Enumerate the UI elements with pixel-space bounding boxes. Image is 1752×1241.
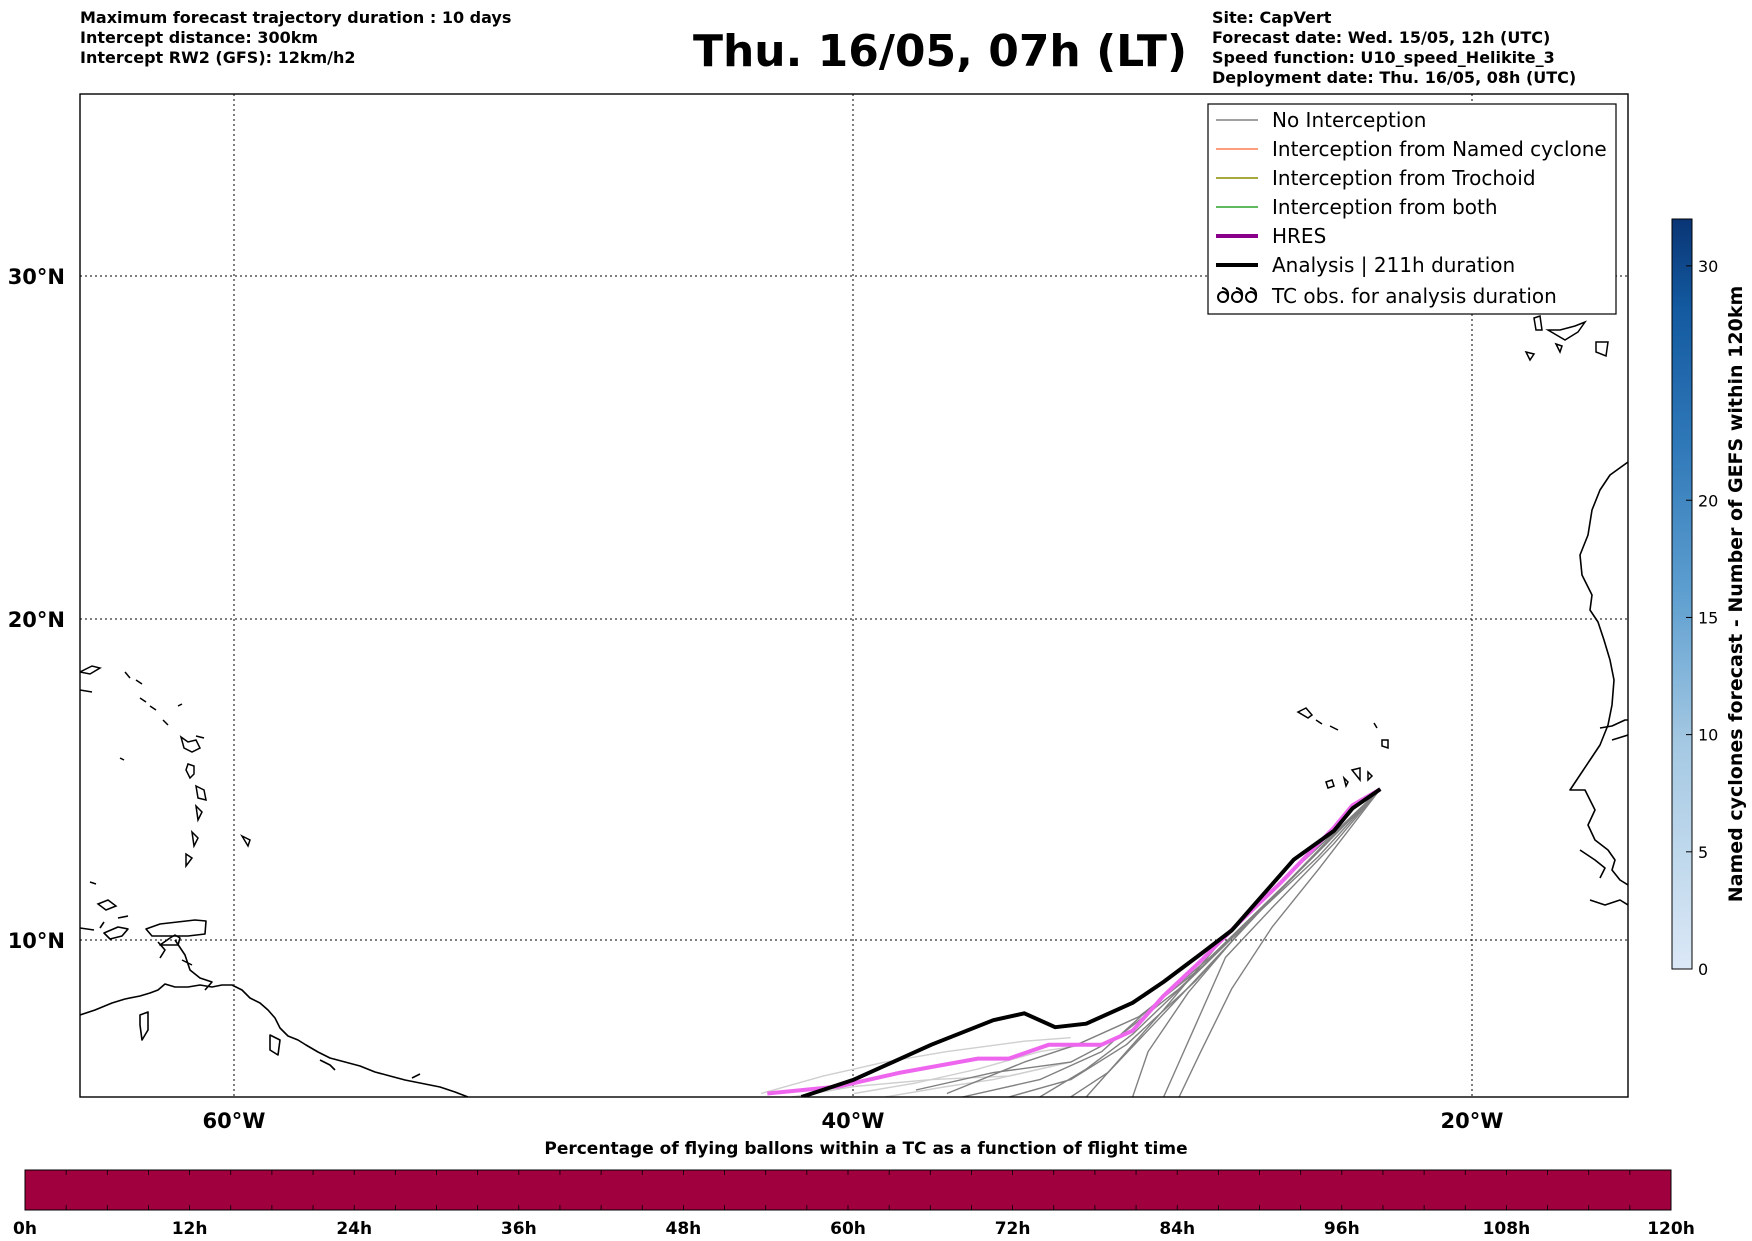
caribbean-islands [80,665,251,966]
gefs-tracks [915,788,1381,1097]
tc-symbol-icon [1217,287,1258,303]
header-intercept-rw2: Intercept RW2 (GFS): 12km/h2 [80,48,356,67]
colorbar-ticks: 0 5 10 15 20 30 [1686,257,1718,979]
gefs-track [1162,788,1381,1097]
map-legend: No Interception Interception from Named … [1207,103,1617,315]
legend-label-both: Interception from both [1272,195,1498,219]
percentage-bar-tick-label: 48h [666,1219,702,1239]
percentage-bar-tick-label: 24h [336,1219,372,1239]
legend-label-trochoid: Interception from Trochoid [1272,166,1536,190]
lat-tick-30n: 30°N [8,265,65,289]
legend-label-tc-obs: TC obs. for analysis duration [1271,284,1557,308]
percentage-bar-tick-label: 108h [1483,1219,1531,1239]
legend-item-named-cyclone: Interception from Named cyclone [1216,137,1607,161]
percentage-bar-tick-label: 84h [1159,1219,1195,1239]
legend-label-named-cyclone: Interception from Named cyclone [1272,137,1607,161]
gefs-track [1178,788,1381,1097]
percentage-bar-tick-label: 120h [1647,1219,1695,1239]
colorbar-label: Named cyclones forecast - Number of GEFS… [1725,286,1747,903]
legend-item-no-interception: No Interception [1216,108,1426,132]
percentage-bar-tick-label: 72h [995,1219,1031,1239]
header-forecast-date: Forecast date: Wed. 15/05, 12h (UTC) [1212,28,1551,47]
gefs-track [946,788,1381,1095]
gefs-faint-track [760,1037,1071,1095]
colorbar-tick-label: 15 [1698,608,1718,627]
legend-item-hres: HRES [1216,224,1326,248]
percentage-bar-minor-ticks [24,1170,1672,1210]
cyclone-colorbar: 0 5 10 15 20 30 Named cyclones forecast - Num… [1671,218,1747,979]
coastline-africa [1569,461,1628,906]
map-frame [79,93,1629,1098]
colorbar-tick-label: 30 [1698,257,1718,276]
lat-tick-20n: 20°N [8,608,65,632]
coastline-south-america [80,915,469,1097]
legend-label-hres: HRES [1272,224,1326,248]
header-site: Site: CapVert [1212,8,1332,27]
percentage-bar-title: Percentage of flying ballons within a TC… [544,1139,1187,1159]
percentage-bar-tick-label: 60h [830,1219,866,1239]
legend-item-tc-obs: TC obs. for analysis duration [1217,284,1557,308]
colorbar-tick-label: 0 [1698,960,1708,979]
header-right-info: Site: CapVert Forecast date: Wed. 15/05,… [1212,8,1576,88]
colorbar-tick-label: 5 [1698,843,1708,862]
colorbar-gradient [1671,218,1693,970]
lon-tick-60w: 60°W [203,1109,266,1133]
legend-box [1207,103,1617,315]
analysis-track [800,787,1382,1097]
header-intercept-distance: Intercept distance: 300km [80,28,319,47]
legend-item-analysis: Analysis | 211h duration [1216,253,1515,277]
analysis-track-group [800,787,1382,1097]
legend-item-trochoid: Interception from Trochoid [1216,166,1536,190]
page-title: Thu. 16/05, 07h (LT) [692,26,1188,77]
percentage-bar-tick-label: 96h [1324,1219,1360,1239]
header-left-info: Maximum forecast trajectory duration : 1… [80,8,511,68]
percentage-bar-tick-label: 0h [13,1219,37,1239]
percentage-bar: Percentage of flying ballons within a TC… [13,1139,1695,1239]
lon-tick-20w: 20°W [1441,1109,1504,1133]
header-speed-function: Speed function: U10_speed_Helikite_3 [1212,48,1555,67]
cape-verde-islands [1296,707,1389,789]
header-max-duration: Maximum forecast trajectory duration : 1… [80,8,512,27]
percentage-bar-tick-label: 36h [501,1219,537,1239]
colorbar-tick-label: 20 [1698,491,1718,510]
lat-tick-10n: 10°N [8,929,65,953]
percentage-bar-tick-label: 12h [172,1219,208,1239]
percentage-bar-labels: 0h 12h 24h 36h 48h 60h 72h 84h 96h 108h 120h [13,1219,1695,1239]
gefs-faint-tracks [760,1037,1087,1097]
legend-label-no-interception: No Interception [1272,108,1426,132]
percentage-bar-fill [24,1169,1672,1211]
gefs-faint-track [853,1044,1087,1095]
colorbar-tick-label: 10 [1698,726,1718,745]
legend-item-both: Interception from both [1216,195,1498,219]
canary-islands [1524,315,1609,362]
gefs-faint-track [884,1061,1071,1097]
header-deployment-date: Deployment date: Thu. 16/05, 08h (UTC) [1212,68,1577,87]
legend-label-analysis: Analysis | 211h duration [1272,253,1515,277]
lon-tick-40w: 40°W [822,1109,885,1133]
gefs-track [1008,788,1381,1097]
